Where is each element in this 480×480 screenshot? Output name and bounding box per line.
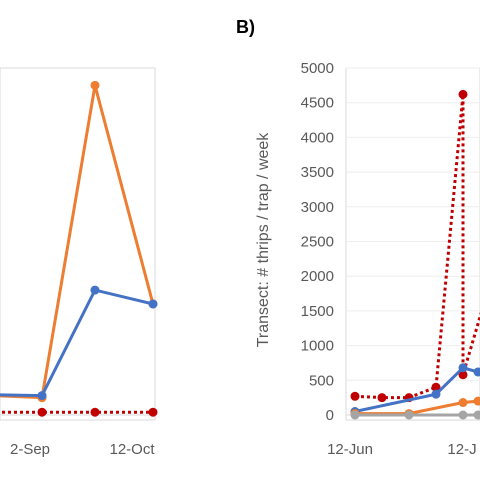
data-point-b-0-1: [377, 393, 387, 403]
data-point-b-1-3: [473, 367, 480, 377]
data-point-b-0-4: [458, 89, 468, 99]
y-tick-label-b: 2500: [301, 234, 334, 251]
chart-panel-b: B) Transect: # thrips / trap / week 0 500…: [236, 17, 480, 458]
y-tick-label-b: 4000: [301, 129, 334, 146]
data-point-b-0-5: [458, 370, 468, 380]
data-point-b-3-0: [350, 410, 360, 420]
series-line-b-1: [354, 366, 479, 413]
data-point-a-2-3: [148, 407, 158, 417]
data-point-b-3-2: [458, 410, 468, 420]
data-point-a-1-2: [90, 285, 100, 295]
data-point-b-0-3: [431, 382, 441, 392]
series-line-b-0: [354, 94, 480, 400]
y-tick-label-b: 0: [326, 407, 334, 424]
x-tick-label-a: 2-Sep: [10, 441, 50, 458]
data-point-b-2-3: [473, 396, 480, 406]
x-tick-label-b: 12-Jun: [327, 441, 373, 458]
data-point-a-2-1: [37, 407, 47, 417]
data-point-a-1-1: [37, 391, 47, 401]
data-point-b-2-2: [458, 398, 468, 408]
data-point-b-3-1: [404, 410, 414, 420]
series-line-a-0: [0, 85, 155, 400]
plot-area-a: [0, 67, 156, 421]
data-point-a-0-2: [90, 80, 100, 90]
data-point-a-1-3: [148, 299, 158, 309]
panel-b-label: B): [236, 17, 255, 37]
y-axis-label-b: Transect: # thrips / trap / week: [255, 132, 272, 348]
y-tick-label-b: 5000: [301, 60, 334, 77]
data-point-b-1-2: [458, 363, 468, 373]
data-point-b-3-3: [473, 410, 480, 420]
data-point-a-2-2: [90, 407, 100, 417]
series-line-a-1: [0, 288, 154, 398]
y-tick-label-b: 1000: [301, 338, 334, 355]
x-tick-label-b: 12-J: [447, 441, 476, 458]
y-tick-label-b: 3500: [301, 164, 334, 181]
y-tick-label-b: 3000: [301, 199, 334, 216]
data-point-b-0-0: [350, 391, 360, 401]
y-tick-label-b: 2000: [301, 268, 334, 285]
y-tick-label-b: 1500: [301, 303, 334, 320]
data-point-b-1-1: [431, 389, 441, 399]
x-tick-label-a: 12-Oct: [109, 441, 155, 458]
chart-panel-a: 2-Sep 12-Oct: [0, 67, 158, 458]
y-tick-label-b: 4500: [301, 95, 334, 112]
y-tick-label-b: 500: [309, 372, 334, 389]
